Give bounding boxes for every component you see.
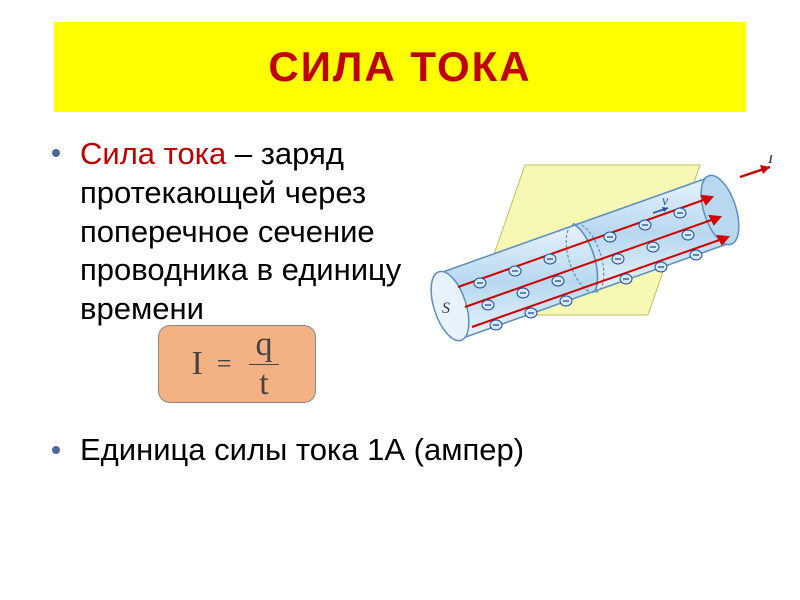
label-I: I — [767, 155, 774, 167]
formula-lhs: I — [192, 345, 203, 383]
formula-eq: = — [217, 349, 232, 379]
formula: I = q t — [192, 328, 283, 401]
formula-fraction: q t — [246, 328, 283, 401]
formula-denominator: t — [249, 364, 278, 401]
unit-block: Единица силы тока 1А (ампер) — [48, 432, 524, 468]
formula-numerator: q — [246, 328, 283, 364]
unit-text: Единица силы тока 1А (ампер) — [80, 432, 524, 468]
current-label-arrow — [740, 165, 770, 177]
label-S: S — [442, 300, 450, 317]
definition-text: Сила тока – заряд протекающей через попе… — [80, 136, 401, 326]
bullet-icon — [52, 446, 60, 454]
definition-term: Сила тока — [80, 136, 226, 171]
bullet-icon — [52, 149, 60, 157]
title-bar: СИЛА ТОКА — [54, 22, 746, 112]
page-title: СИЛА ТОКА — [268, 43, 531, 91]
current-diagram: I S v — [410, 155, 780, 360]
formula-box: I = q t — [158, 325, 316, 403]
label-v: v — [662, 194, 669, 209]
